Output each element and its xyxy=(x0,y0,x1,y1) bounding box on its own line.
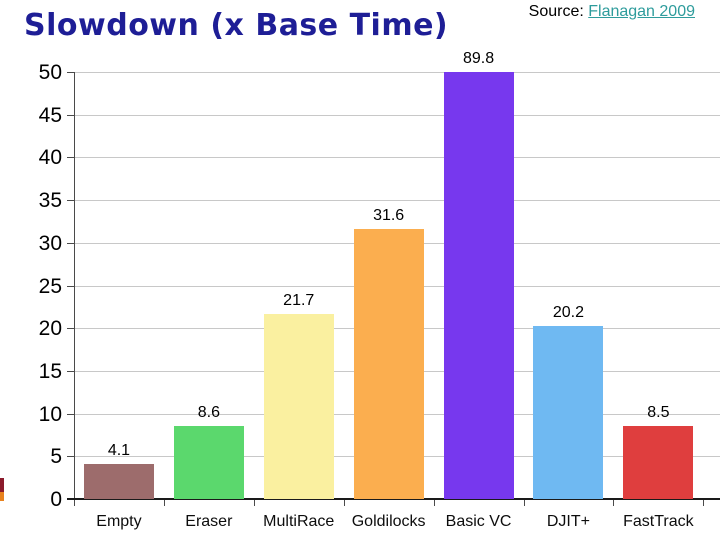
y-axis-label-30: 30 xyxy=(38,231,62,255)
category-label-eraser: Eraser xyxy=(185,513,233,530)
y-axis-label-40: 40 xyxy=(38,146,62,170)
y-axis-label-50: 50 xyxy=(38,61,62,84)
y-axis-tick-45 xyxy=(67,114,74,116)
y-axis-tick-25 xyxy=(67,285,74,287)
x-axis-line xyxy=(67,498,720,500)
value-label-djit-: 20.2 xyxy=(552,304,584,322)
source-citation-link[interactable]: Flanagan 2009 xyxy=(588,3,695,20)
gridline-y-40 xyxy=(74,157,720,159)
bar-empty xyxy=(83,463,154,499)
category-label-djit-: DJIT+ xyxy=(546,513,590,530)
x-axis-tick-1 xyxy=(163,500,165,506)
y-axis-label-15: 15 xyxy=(38,359,62,383)
y-axis-label-0: 0 xyxy=(50,488,62,511)
value-label-fasttrack: 8.5 xyxy=(647,404,670,422)
y-axis-tick-15 xyxy=(67,370,74,372)
bar-fasttrack xyxy=(623,426,694,499)
y-axis-tick-10 xyxy=(67,413,74,415)
value-label-empty: 4.1 xyxy=(107,441,131,459)
bar-goldilocks xyxy=(353,229,424,499)
y-axis-tick-20 xyxy=(67,328,74,330)
x-axis-tick-5 xyxy=(523,500,525,506)
value-label-eraser: 8.6 xyxy=(197,403,220,421)
bar-multirace xyxy=(263,313,334,499)
gridline-y-35 xyxy=(74,200,720,202)
category-label-goldilocks: Goldilocks xyxy=(351,513,426,530)
slide-edge-decoration-top xyxy=(0,478,4,492)
value-label-goldilocks: 31.6 xyxy=(373,207,405,225)
x-axis-tick-7 xyxy=(703,500,705,506)
y-axis-label-10: 10 xyxy=(38,402,62,426)
bar-basic-vc xyxy=(443,72,514,499)
category-label-basic-vc: Basic VC xyxy=(445,513,512,530)
y-axis-label-25: 25 xyxy=(38,274,62,298)
category-label-fasttrack: FastTrack xyxy=(623,513,694,530)
y-axis-tick-50 xyxy=(67,72,74,73)
y-axis-label-35: 35 xyxy=(38,189,62,213)
chart-title: Slowdown (x Base Time) xyxy=(24,8,449,43)
x-axis-tick-3 xyxy=(343,500,345,506)
gridline-y-50 xyxy=(74,72,720,73)
y-axis-tick-40 xyxy=(67,157,74,159)
y-axis-tick-35 xyxy=(67,200,74,202)
slide-edge-decoration-bottom xyxy=(0,492,4,501)
category-label-multirace: MultiRace xyxy=(263,513,335,530)
value-label-multirace: 21.7 xyxy=(283,291,315,309)
x-axis-tick-2 xyxy=(253,500,255,506)
y-axis-tick-5 xyxy=(67,456,74,458)
x-axis-tick-0 xyxy=(74,500,75,506)
bar-eraser xyxy=(173,425,244,499)
bar-djit- xyxy=(533,326,604,499)
y-axis-tick-30 xyxy=(67,242,74,244)
y-axis-label-45: 45 xyxy=(38,103,62,127)
x-axis-tick-6 xyxy=(613,500,615,506)
y-axis-line xyxy=(74,72,75,499)
y-axis-label-20: 20 xyxy=(38,317,62,341)
source-prefix-label: Source: xyxy=(528,3,584,20)
value-label-basic-vc: 89.8 xyxy=(462,50,495,67)
gridline-y-45 xyxy=(74,114,720,116)
category-label-empty: Empty xyxy=(96,513,142,530)
x-axis-tick-4 xyxy=(433,500,435,506)
y-axis-label-5: 5 xyxy=(50,445,62,469)
source-line: Source: Flanagan 2009 xyxy=(529,3,695,21)
